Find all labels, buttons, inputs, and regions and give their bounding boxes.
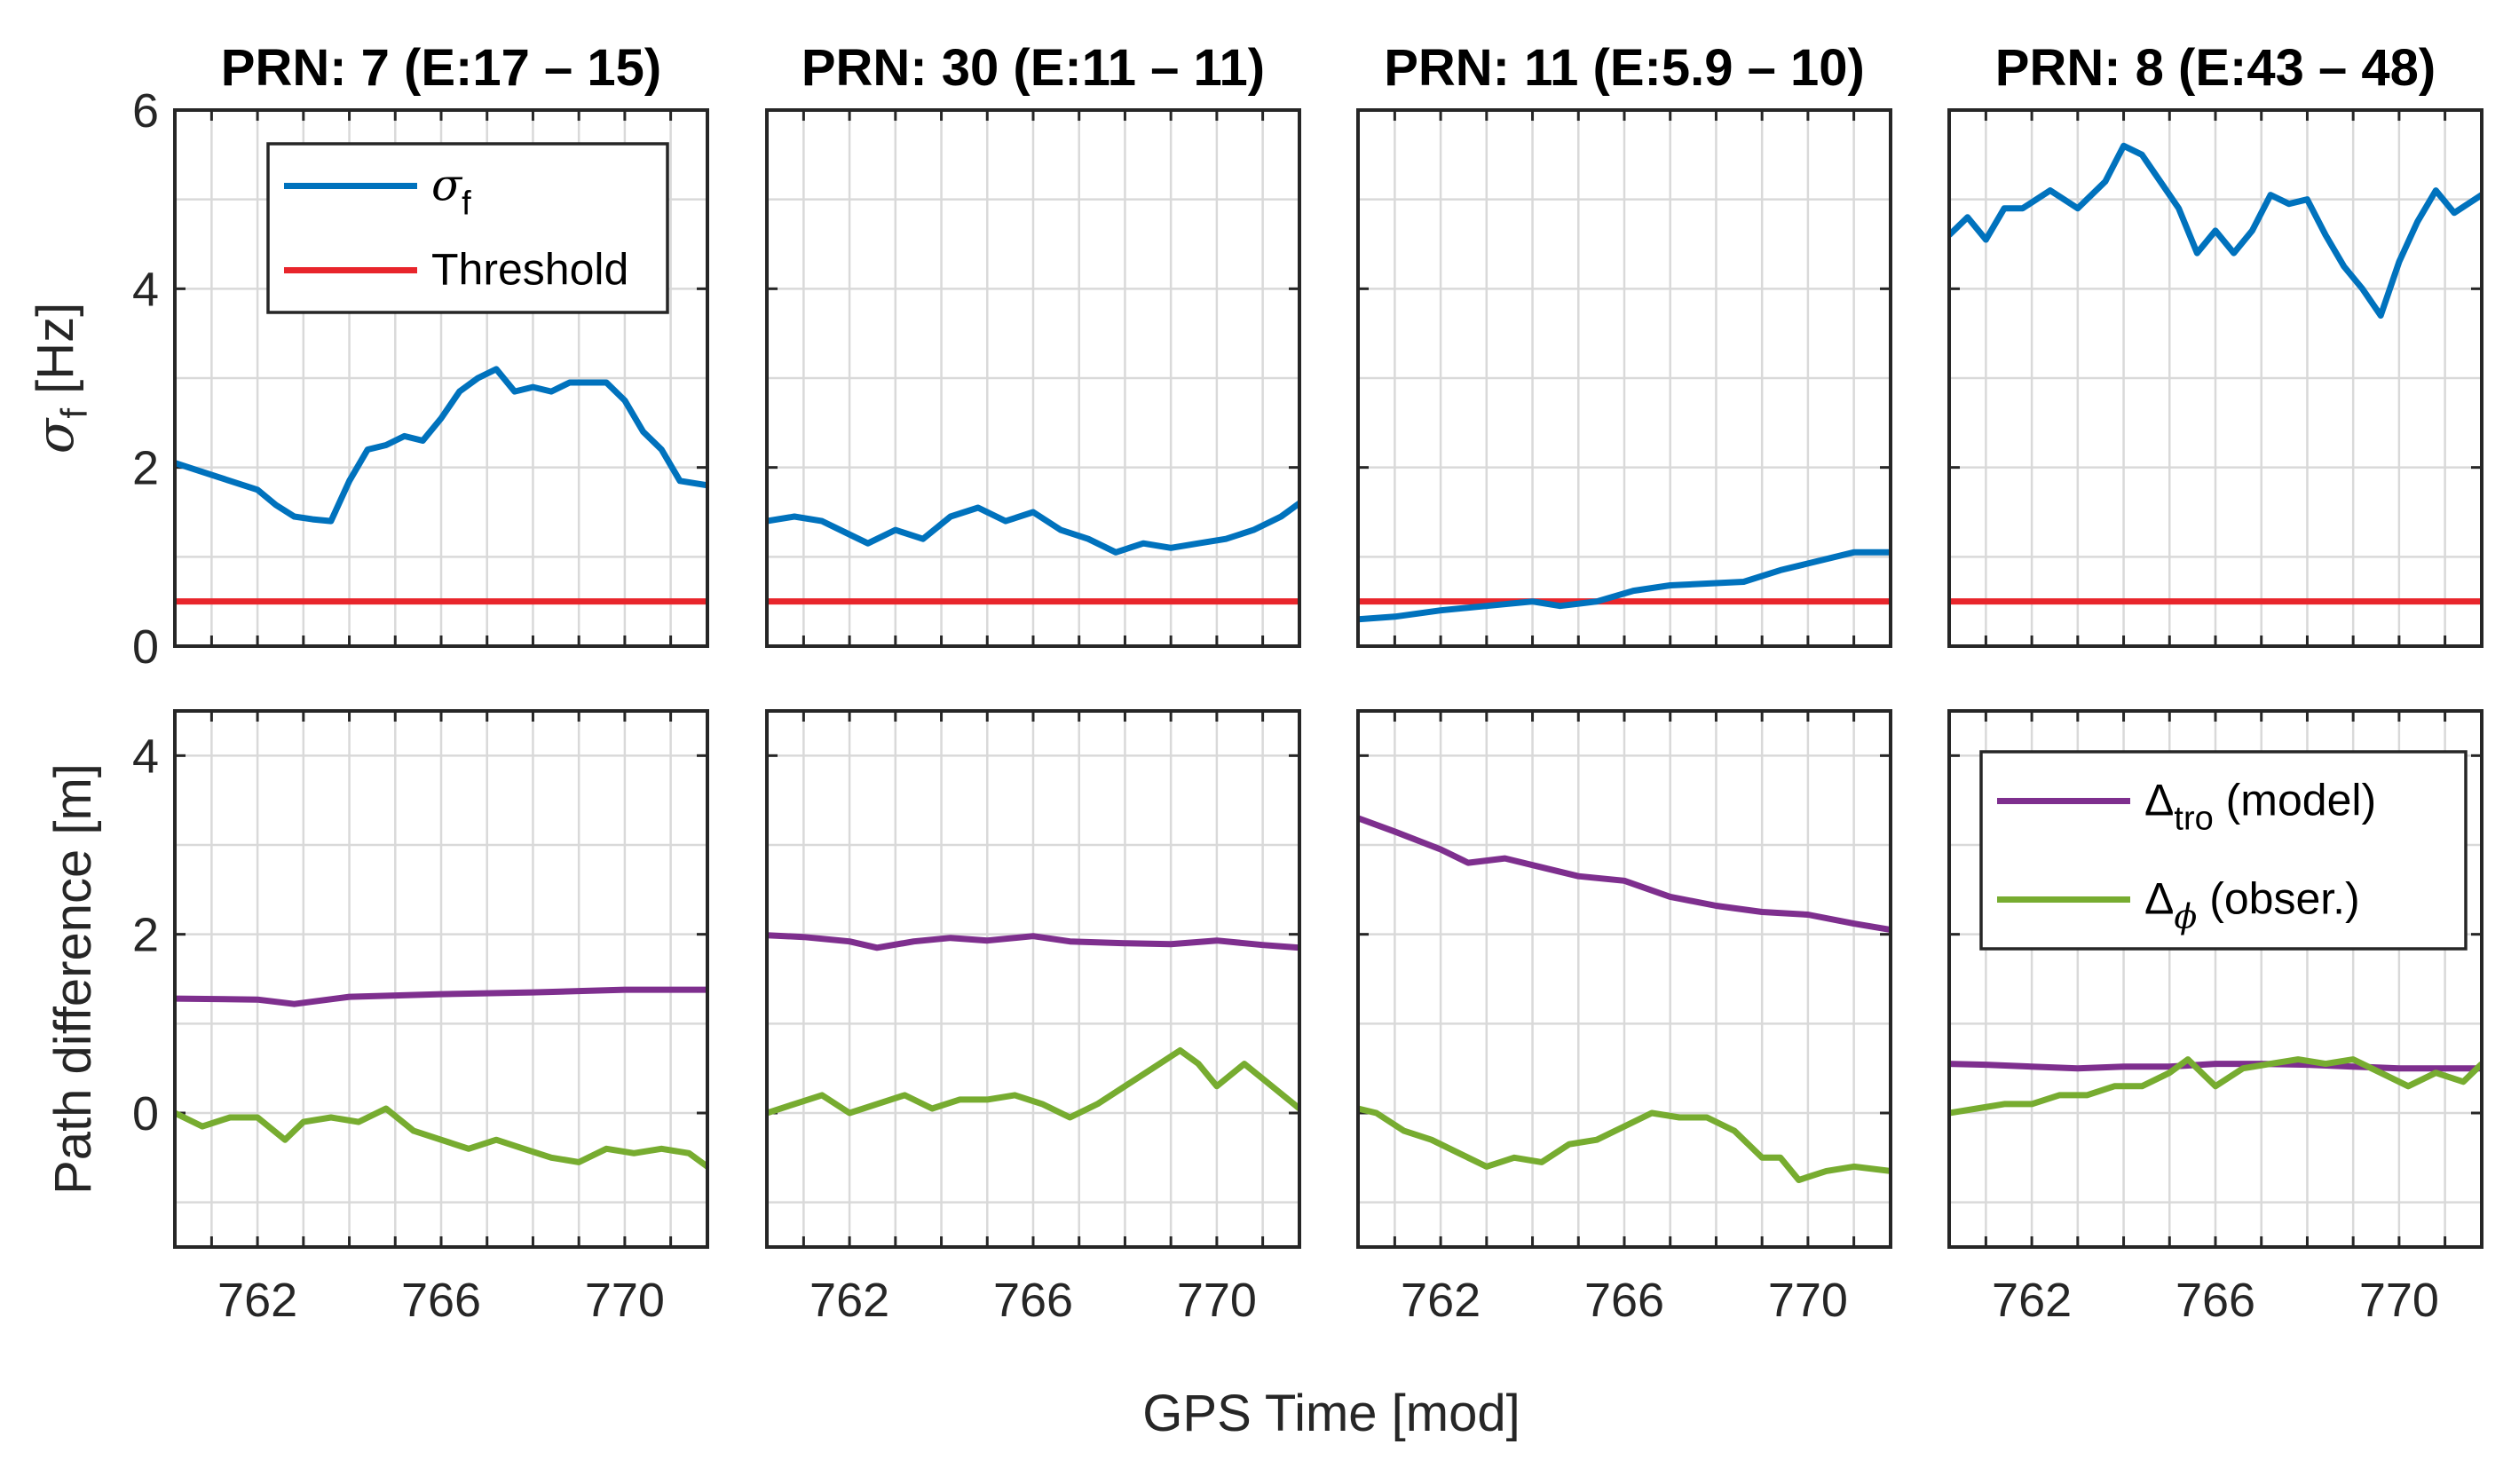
panel-title-4: PRN: 8 (E:43 – 48)	[1995, 39, 2436, 97]
axes-frame	[1947, 108, 2483, 648]
axes-frame	[765, 709, 1301, 1249]
delta-tro-series	[1949, 1061, 2482, 1072]
y-tick-label: 2	[132, 442, 159, 495]
x-tick-label: 762	[809, 1274, 889, 1327]
x-tick-label: 770	[1768, 1274, 1848, 1327]
legend-box	[1979, 750, 2468, 951]
legend-label: Δϕ (obser.)	[2144, 874, 2360, 936]
delta-phi-series	[767, 1047, 1299, 1121]
x-tick-label: 770	[1177, 1274, 1257, 1327]
panel-title-2: PRN: 30 (E:11 – 11)	[802, 39, 1265, 97]
ylabel-unit: [Hz]	[27, 303, 84, 408]
sigma-f-series	[767, 501, 1299, 556]
sigma-f-ylabel: σf [Hz]	[25, 303, 95, 454]
sigma-f-series	[1358, 549, 1891, 623]
top-legend: σf Threshold	[266, 142, 669, 314]
delta-tro-series	[175, 986, 707, 1007]
legend-text: (obser.)	[2197, 874, 2359, 924]
panel-title-3: PRN: 11 (E:5.9 – 10)	[1384, 39, 1865, 97]
legend-label: σf	[431, 160, 471, 223]
y-tick-label: 2	[132, 909, 159, 962]
x-tick-label: 766	[1584, 1274, 1664, 1327]
x-axis-label: GPS Time [mod]	[1142, 1385, 1520, 1442]
top-axes-2	[765, 108, 1301, 648]
x-tick-label: 770	[585, 1274, 665, 1327]
x-tick-label: 762	[217, 1274, 297, 1327]
legend-subscript: tro	[2174, 801, 2213, 838]
x-tick-label: 770	[2359, 1274, 2439, 1327]
legend-label: Δtro (model)	[2144, 776, 2376, 838]
legend-box	[266, 142, 669, 314]
ylabel-symbol: σ	[25, 417, 85, 454]
legend-symbol: Δ	[2144, 776, 2174, 825]
legend-label: Threshold	[431, 245, 628, 295]
y-tick-label: 6	[132, 84, 159, 138]
delta-tro-series	[1358, 815, 1891, 934]
delta-phi-series	[175, 1105, 707, 1170]
delta-phi-series	[1949, 1056, 2482, 1117]
path-difference-ylabel: Path difference [m]	[44, 763, 102, 1195]
bottom-y-axis-label: Path difference [m]	[44, 763, 102, 1195]
axes-frame	[765, 108, 1301, 648]
legend-symbol: Δ	[2144, 874, 2174, 924]
axes-frame	[173, 108, 709, 648]
legend-subscript: ϕ	[2174, 897, 2197, 936]
axes-frame	[173, 709, 709, 1249]
y-tick-label: 4	[132, 263, 159, 316]
legend-symbol: σ	[431, 160, 463, 211]
top-axes-4	[1947, 108, 2483, 648]
panels: PRN: 7 (E:17 – 15) 0 2 4 6 0 2 4 762 766 770 PRN: 3…	[132, 39, 2483, 1327]
legend-text: (model)	[2214, 776, 2376, 825]
ylabel-subscript: f	[53, 408, 95, 419]
bottom-axes-2	[765, 709, 1301, 1249]
x-tick-label: 762	[1992, 1274, 2072, 1327]
y-tick-label: 4	[132, 730, 159, 783]
y-tick-label: 0	[132, 620, 159, 674]
bottom-axes-1: 0 2 4	[132, 709, 709, 1249]
legend-subscript: f	[462, 186, 471, 223]
sigma-f-series	[175, 366, 707, 525]
x-tick-label: 766	[993, 1274, 1073, 1327]
panel-title-1: PRN: 7 (E:17 – 15)	[221, 39, 661, 97]
delta-tro-series	[767, 932, 1299, 951]
sigma-f-series	[1949, 142, 2482, 319]
x-tick-label: 762	[1401, 1274, 1481, 1327]
bottom-legend: Δtro (model)Δϕ (obser.)	[1979, 750, 2468, 951]
axes-frame	[1356, 108, 1892, 648]
delta-phi-series	[1358, 1105, 1891, 1183]
top-y-axis-label: σf [Hz]	[25, 303, 95, 454]
y-tick-label: 0	[132, 1087, 159, 1141]
top-axes-3	[1356, 108, 1892, 648]
bottom-axes-3	[1356, 709, 1892, 1249]
x-tick-label: 766	[401, 1274, 481, 1327]
x-tick-label: 766	[2176, 1274, 2255, 1327]
axes-frame	[1356, 709, 1892, 1249]
axes-frame	[1947, 709, 2483, 1249]
